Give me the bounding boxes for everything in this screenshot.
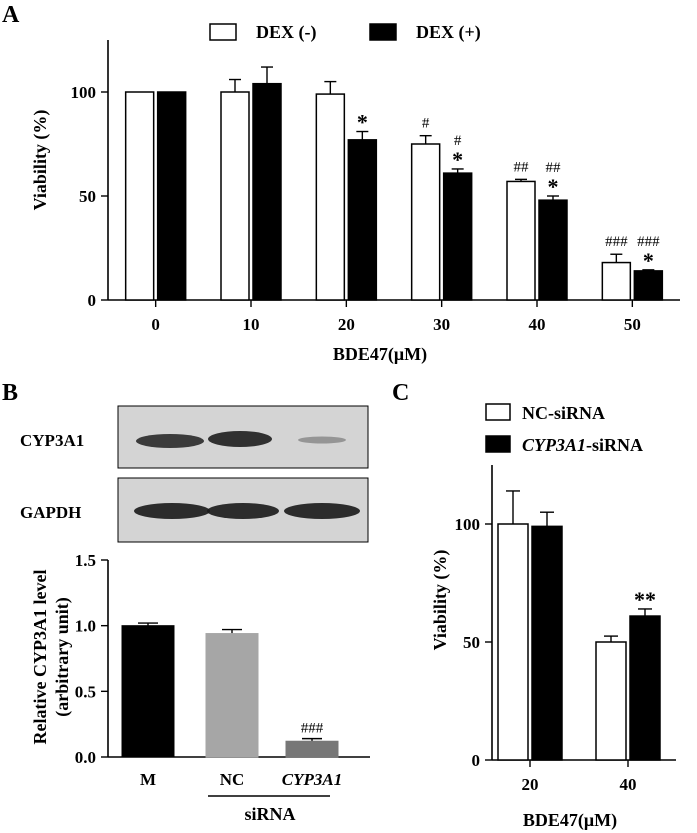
legend-swatch [485, 435, 511, 453]
bar [285, 740, 339, 758]
x-tick-label: NC [220, 770, 245, 789]
x-tick-label: 20 [338, 315, 355, 334]
bar [410, 143, 441, 301]
panel-b-group-label: siRNA [244, 804, 295, 824]
bar [629, 615, 661, 761]
blot-label-cyp3a1: CYP3A1 [20, 431, 84, 450]
bar [315, 93, 346, 301]
y-tick-label: 1.5 [75, 551, 96, 570]
x-tick-label: M [140, 770, 156, 789]
panel-a-x-axis-label: BDE47(μM) [333, 344, 427, 365]
bar [442, 172, 473, 301]
panel-b: B CYP3A1 GAPDH 0.0 0.5 1.0 1.5 M NC CYP3A1 ###… [2, 380, 370, 824]
x-tick-label: 50 [624, 315, 641, 334]
panel-c: C NC-siRNA CYP3A1-siRNA 0 50 100 20 40 ** BDE… [392, 380, 676, 831]
legend-label: DEX (-) [256, 22, 317, 43]
significance-hash: ## [546, 160, 562, 176]
panel-a-y-axis-label: Viability (%) [30, 110, 51, 211]
legend-swatch [369, 23, 397, 41]
bar [347, 139, 378, 301]
x-tick-label: 20 [522, 775, 539, 794]
significance-hash: ### [301, 721, 324, 737]
y-tick-label: 0.5 [75, 682, 96, 701]
bar [205, 633, 259, 758]
panel-a-legend: DEX (-) DEX (+) [209, 22, 481, 43]
legend-label: NC-siRNA [522, 403, 605, 423]
legend-swatch [209, 23, 237, 41]
bar [220, 91, 250, 301]
x-tick-label: CYP3A1 [282, 770, 342, 789]
panel-a-axes: 0 50 100 0 10 20 30 40 50 [71, 40, 680, 334]
y-tick-label: 50 [463, 633, 480, 652]
panel-b-letter: B [2, 380, 18, 406]
panel-c-y-axis-label: Viability (%) [430, 550, 451, 651]
significance-hash: ### [637, 234, 660, 250]
y-tick-label: 0 [88, 291, 97, 310]
panel-a-letter: A [2, 2, 20, 28]
y-tick-label: 100 [455, 515, 481, 534]
significance-hash: ## [514, 159, 530, 175]
x-tick-label: 10 [243, 315, 260, 334]
y-tick-label: 1.0 [75, 617, 96, 636]
bar [121, 625, 175, 758]
bar [601, 261, 632, 301]
western-blot-cyp3a1 [117, 405, 369, 469]
x-tick-label: 40 [620, 775, 637, 794]
panel-b-bars: ### [121, 622, 339, 758]
significance-hash: ### [605, 234, 628, 250]
y-tick-label: 100 [71, 83, 97, 102]
bar [252, 82, 282, 301]
panel-b-y-axis-label-line1: Relative CYP3A1 level [30, 570, 50, 745]
significance-hash: # [422, 116, 430, 132]
panel-a-bars: * #*###*#####*### [124, 66, 664, 301]
panel-c-letter: C [392, 380, 409, 406]
legend-label: CYP3A1-siRNA [522, 435, 643, 455]
x-tick-label: 30 [433, 315, 450, 334]
x-tick-label: 40 [529, 315, 546, 334]
significance-star: * [452, 147, 463, 172]
western-blot-gapdh [117, 477, 369, 543]
bar [156, 91, 187, 301]
significance-star: ** [634, 587, 656, 612]
panel-b-y-axis-label-line2: (arbitrary unit) [52, 597, 73, 716]
panel-c-legend: NC-siRNA CYP3A1-siRNA [485, 403, 643, 455]
x-tick-label: 0 [151, 315, 160, 334]
y-tick-label: 0.0 [75, 748, 96, 767]
y-tick-label: 50 [79, 187, 96, 206]
bar [538, 199, 568, 301]
bar [531, 525, 563, 761]
significance-hash: # [454, 133, 462, 149]
significance-star: * [643, 248, 654, 273]
significance-star: * [548, 174, 559, 199]
bar [506, 180, 536, 301]
blot-label-gapdh: GAPDH [20, 503, 81, 522]
legend-swatch [485, 403, 511, 421]
bar [497, 523, 529, 761]
bar [595, 641, 627, 761]
significance-star: * [357, 110, 368, 135]
panel-c-bars: ** [497, 490, 661, 761]
legend-label: DEX (+) [416, 22, 481, 43]
y-tick-label: 0 [472, 751, 481, 770]
panel-c-x-axis-label: BDE47(μM) [523, 810, 617, 831]
bar [633, 270, 664, 301]
bar [124, 91, 155, 301]
